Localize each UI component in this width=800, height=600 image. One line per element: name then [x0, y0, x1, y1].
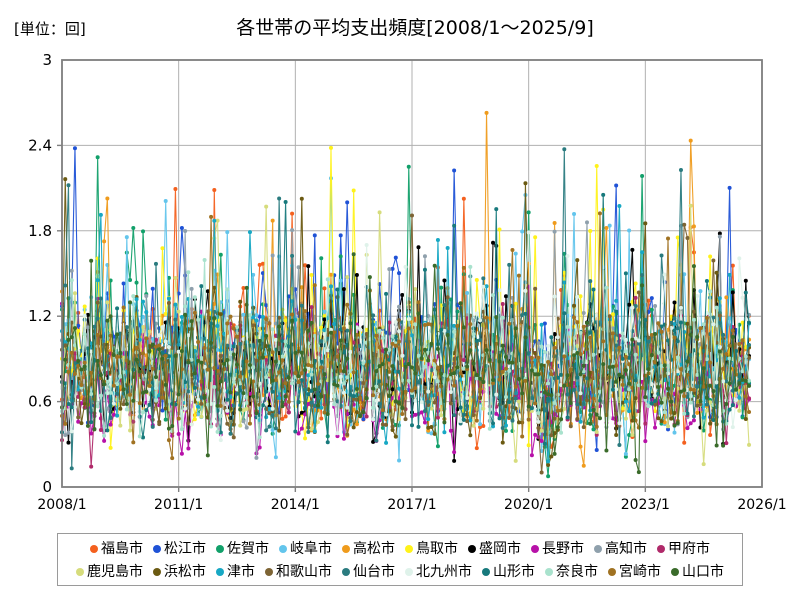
legend-label: 福島市 — [101, 540, 143, 557]
legend-label: 佐賀市 — [227, 540, 269, 557]
legend-item-宮崎市[interactable]: 宮崎市 — [608, 565, 661, 579]
legend-marker-icon — [468, 544, 476, 553]
legend-label: 宮崎市 — [619, 563, 661, 580]
legend-marker-icon — [342, 544, 350, 553]
x-axis: 2008/1 2011/1 2014/1 2017/1 2020/1 2023/1 2026… — [37, 487, 787, 513]
legend-label: 盛岡市 — [479, 540, 521, 557]
legend-label: 鹿児島市 — [87, 563, 143, 580]
legend-marker-icon — [482, 567, 490, 576]
legend-label: 津市 — [227, 563, 255, 580]
legend-item-高松市[interactable]: 高松市 — [342, 542, 395, 556]
page-title-text: 各世帯の平均支出頻度[2008/1～2025/9] — [236, 17, 594, 39]
legend-label: 高松市 — [353, 540, 395, 557]
legend-item-松江市[interactable]: 松江市 — [153, 542, 206, 556]
legend-item-仙台市[interactable]: 仙台市 — [342, 565, 395, 579]
legend-item-和歌山市[interactable]: 和歌山市 — [265, 565, 332, 579]
legend-marker-icon — [545, 567, 553, 576]
legend-item-山口市[interactable]: 山口市 — [671, 565, 724, 579]
x-tick-label: 2026/1 — [737, 497, 786, 513]
legend-label: 鳥取市 — [416, 540, 458, 557]
y-tick-label: 0.6 — [28, 393, 52, 411]
legend-marker-icon — [657, 544, 665, 553]
page-title: 各世帯の平均支出頻度[2008/1～2025/9] — [0, 13, 800, 40]
legend-label: 和歌山市 — [276, 563, 332, 580]
x-tick-label: 2017/1 — [387, 497, 436, 513]
legend-marker-icon — [216, 544, 224, 553]
y-axis: 0 0.6 1.2 1.8 2.4 3 — [28, 51, 62, 496]
y-tick-label: 3 — [42, 51, 52, 69]
legend-item-鳥取市[interactable]: 鳥取市 — [405, 542, 458, 556]
legend-label: 松江市 — [164, 540, 206, 557]
legend-item-北九州市[interactable]: 北九州市 — [405, 565, 472, 579]
legend-marker-icon — [76, 567, 84, 576]
y-tick-label: 1.8 — [28, 222, 52, 240]
legend-marker-icon — [405, 567, 413, 576]
legend-item-福島市[interactable]: 福島市 — [90, 542, 143, 556]
unit-label: [単位：回] — [14, 20, 86, 38]
legend-label: 山口市 — [682, 563, 724, 580]
legend-label: 長野市 — [542, 540, 584, 557]
series-20 — [60, 252, 752, 475]
legend-label: 浜松市 — [164, 563, 206, 580]
legend-marker-icon — [153, 544, 161, 553]
legend-label: 高知市 — [605, 540, 647, 557]
legend-item-長野市[interactable]: 長野市 — [531, 542, 584, 556]
x-tick-label: 2023/1 — [621, 497, 670, 513]
legend-label: 岐阜市 — [290, 540, 332, 557]
legend-marker-icon — [594, 544, 602, 553]
x-tick-label: 2020/1 — [504, 497, 553, 513]
legend-marker-icon — [405, 544, 413, 553]
x-tick-label: 2011/1 — [154, 497, 203, 513]
legend-item-高知市[interactable]: 高知市 — [594, 542, 647, 556]
legend-label: 甲府市 — [668, 540, 710, 557]
legend-item-盛岡市[interactable]: 盛岡市 — [468, 542, 521, 556]
legend-item-奈良市[interactable]: 奈良市 — [545, 565, 598, 579]
legend-label: 奈良市 — [556, 563, 598, 580]
legend-row-1: 福島市 松江市 佐賀市 岐阜市 高松市 鳥取市 盛岡市 長野市 高知市 甲府市 — [58, 537, 742, 560]
legend-item-岐阜市[interactable]: 岐阜市 — [279, 542, 332, 556]
series-group — [60, 110, 752, 479]
y-tick-label: 1.2 — [28, 307, 52, 325]
x-tick-label: 2014/1 — [271, 497, 320, 513]
legend-row-2: 鹿児島市 浜松市 津市 和歌山市 仙台市 北九州市 山形市 奈良市 宮崎市 山口市 — [58, 560, 742, 583]
legend-marker-icon — [153, 567, 161, 576]
legend-item-佐賀市[interactable]: 佐賀市 — [216, 542, 269, 556]
legend-marker-icon — [671, 567, 679, 576]
legend-marker-icon — [90, 544, 98, 553]
legend-item-津市[interactable]: 津市 — [216, 565, 255, 579]
chart-legend: 福島市 松江市 佐賀市 岐阜市 高松市 鳥取市 盛岡市 長野市 高知市 甲府市 鹿児島市 浜松市 津市… — [57, 533, 743, 586]
legend-label: 山形市 — [493, 563, 535, 580]
legend-item-甲府市[interactable]: 甲府市 — [657, 542, 710, 556]
legend-label: 仙台市 — [353, 563, 395, 580]
legend-item-鹿児島市[interactable]: 鹿児島市 — [76, 565, 143, 579]
legend-marker-icon — [531, 544, 539, 553]
legend-marker-icon — [265, 567, 273, 576]
legend-item-山形市[interactable]: 山形市 — [482, 565, 535, 579]
y-tick-label: 2.4 — [28, 136, 52, 154]
legend-marker-icon — [279, 544, 287, 553]
y-tick-label: 0 — [42, 478, 52, 496]
legend-item-浜松市[interactable]: 浜松市 — [153, 565, 206, 579]
x-tick-label: 2008/1 — [37, 497, 86, 513]
legend-marker-icon — [342, 567, 350, 576]
legend-label: 北九州市 — [416, 563, 472, 580]
legend-marker-icon — [216, 567, 224, 576]
legend-marker-icon — [608, 567, 616, 576]
